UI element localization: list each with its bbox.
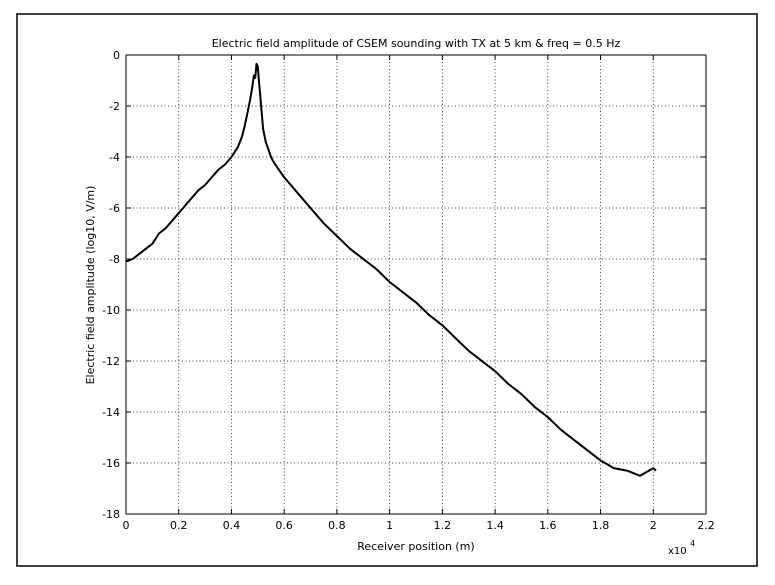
- grid-lines: [126, 55, 706, 514]
- x-tick-label: 0.6: [275, 519, 293, 532]
- y-tick-label: -10: [102, 304, 120, 317]
- x-tick-label: 0.8: [328, 519, 346, 532]
- y-tick-label: -12: [102, 355, 120, 368]
- y-tick-label: -14: [102, 406, 120, 419]
- y-tick-label: -6: [109, 202, 120, 215]
- x-tick-label: 1.2: [434, 519, 452, 532]
- chart-title: Electric field amplitude of CSEM soundin…: [212, 37, 621, 50]
- y-axis-label: Electric field amplitude (log10, V/m): [84, 186, 97, 385]
- x-tick-label: 2.2: [697, 519, 715, 532]
- y-tick-label: 0: [113, 49, 120, 62]
- x-tick-label: 0: [123, 519, 130, 532]
- y-tick-label: -8: [109, 253, 120, 266]
- x-tick-label: 1.4: [486, 519, 504, 532]
- y-tick-label: -16: [102, 457, 120, 470]
- x-tick-label: 1.8: [592, 519, 610, 532]
- x-tick-labels: 0 0.2 0.4 0.6 0.8 1 1.2 1.4 1.6 1.8 2 2.2: [123, 519, 715, 532]
- axis-ticks: [125, 54, 707, 515]
- series-line: [125, 62, 657, 477]
- y-tick-label: -4: [109, 151, 120, 164]
- x-multiplier-label: x10: [668, 546, 687, 557]
- x-tick-label: 2: [650, 519, 657, 532]
- x-tick-label: 1: [386, 519, 393, 532]
- x-multiplier-exponent: 4: [690, 539, 695, 548]
- y-tick-label: -2: [109, 100, 120, 113]
- x-tick-label: 1.6: [539, 519, 557, 532]
- y-tick-label: -18: [102, 508, 120, 521]
- x-tick-label: 0.4: [223, 519, 241, 532]
- x-axis-label: Receiver position (m): [357, 540, 474, 553]
- plot-area: [125, 54, 707, 515]
- y-tick-labels: 0 -2 -4 -6 -8 -10 -12 -14 -16 -18: [102, 49, 120, 521]
- x-tick-label: 0.2: [170, 519, 188, 532]
